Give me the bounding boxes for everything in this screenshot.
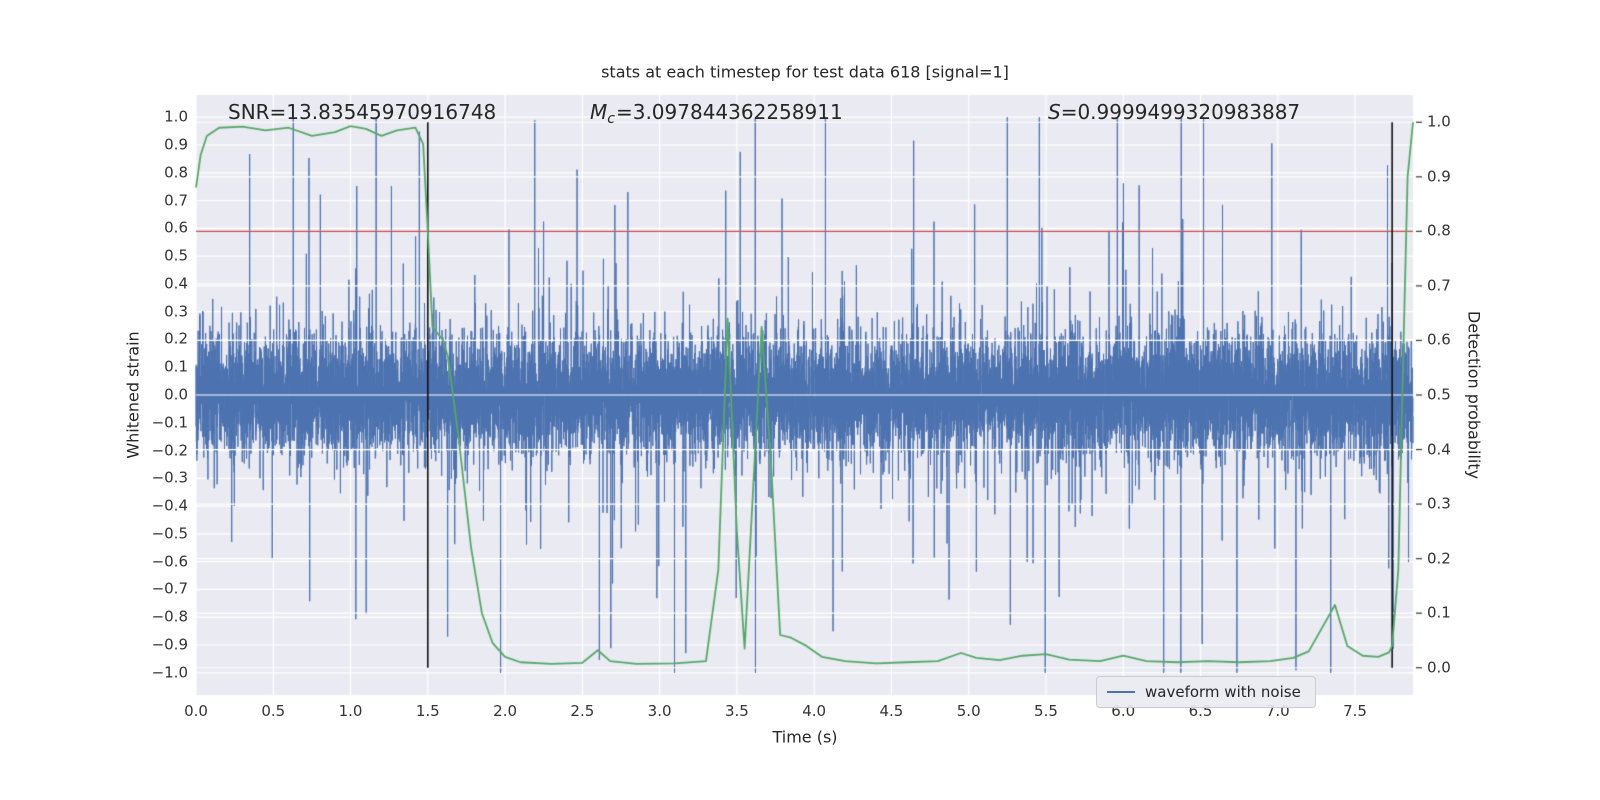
y-left-tick-label: 0.9 <box>164 135 188 154</box>
y-left-tick-label: −0.1 <box>151 413 188 432</box>
x-tick-label: 7.5 <box>1343 702 1367 720</box>
x-tick-label: 0.0 <box>184 702 208 720</box>
x-axis-label: Time (s) <box>772 727 838 747</box>
y-right-tick-label: 0.1 <box>1427 603 1451 622</box>
annotation-snr: SNR=13.83545970916748 <box>228 100 496 124</box>
y-right-tick-label: 0.7 <box>1427 276 1451 295</box>
y-right-tick-label: 0.2 <box>1427 549 1451 568</box>
legend: waveform with noise <box>1096 676 1316 708</box>
y-left-tick-label: 0.3 <box>164 302 188 321</box>
x-tick-label: 3.5 <box>724 702 749 720</box>
y-right-tick-label: 0.3 <box>1427 494 1451 513</box>
x-tick-label: 1.0 <box>338 702 363 720</box>
annotation-chirp-mass-subscript: c <box>607 111 615 127</box>
annotation-significance-symbol: S <box>1048 100 1061 124</box>
y-left-tick-label: 0.6 <box>164 218 188 237</box>
annotation-significance: S=0.9999499320983887 <box>1048 100 1300 124</box>
annotation-chirp-mass: Mc=3.097844362258911 <box>590 100 843 127</box>
y-right-tick-label: 0.5 <box>1427 385 1451 404</box>
y-left-tick-label: 0.1 <box>164 357 188 376</box>
y-left-tick-label: −0.5 <box>151 524 188 543</box>
x-tick-label: 4.5 <box>879 702 904 720</box>
y-left-tick-label: −0.9 <box>151 635 188 654</box>
x-tick-label: 0.5 <box>261 702 286 720</box>
y-right-tick-label: 0.4 <box>1427 440 1451 459</box>
y-left-tick-label: 0.2 <box>164 329 188 348</box>
y-right-tick-label: 0.8 <box>1427 221 1451 240</box>
y-left-tick-label: −0.4 <box>151 496 188 515</box>
y-right-tick-label: 0.9 <box>1427 167 1451 186</box>
legend-line-sample <box>1107 691 1135 693</box>
x-tick-label: 2.0 <box>493 702 518 720</box>
x-tick-label: 5.5 <box>1034 702 1058 720</box>
y-right-tick-label: 0.6 <box>1427 330 1451 349</box>
y-left-tick-label: 1.0 <box>164 107 188 126</box>
annotation-snr-text: SNR=13.83545970916748 <box>228 100 497 124</box>
y-left-tick-label: 0.0 <box>164 385 188 404</box>
y-left-tick-label: −0.3 <box>151 468 188 487</box>
annotation-chirp-mass-value: =3.097844362258911 <box>615 100 843 124</box>
y-left-tick-label: −0.2 <box>151 441 188 460</box>
annotation-chirp-mass-symbol: M <box>590 100 608 124</box>
legend-label: waveform with noise <box>1145 683 1301 701</box>
annotation-significance-value: =0.9999499320983887 <box>1060 100 1301 124</box>
y-left-tick-label: 0.8 <box>164 163 188 182</box>
x-tick-label: 3.0 <box>647 702 672 720</box>
x-tick-label: 4.0 <box>802 702 827 720</box>
x-tick-label: 1.5 <box>415 702 440 720</box>
x-tick-label: 2.5 <box>570 702 595 720</box>
chart-title: stats at each timestep for test data 618… <box>601 62 1009 82</box>
y-left-tick-label: 0.4 <box>164 274 188 293</box>
y-right-tick-label: 1.0 <box>1427 112 1451 131</box>
y-left-tick-label: 0.7 <box>164 191 188 210</box>
y-left-tick-label: −0.7 <box>151 579 188 598</box>
y-axis-label-right: Detection probability <box>1464 310 1484 480</box>
y-right-tick-label: 0.0 <box>1427 658 1451 677</box>
y-axis-label-left: Whitened strain <box>123 331 143 459</box>
y-left-tick-label: −1.0 <box>151 663 188 682</box>
y-left-tick-label: −0.8 <box>151 607 188 626</box>
y-left-tick-label: 0.5 <box>164 246 188 265</box>
x-tick-label: 5.0 <box>956 702 981 720</box>
y-left-tick-label: −0.6 <box>151 552 188 571</box>
